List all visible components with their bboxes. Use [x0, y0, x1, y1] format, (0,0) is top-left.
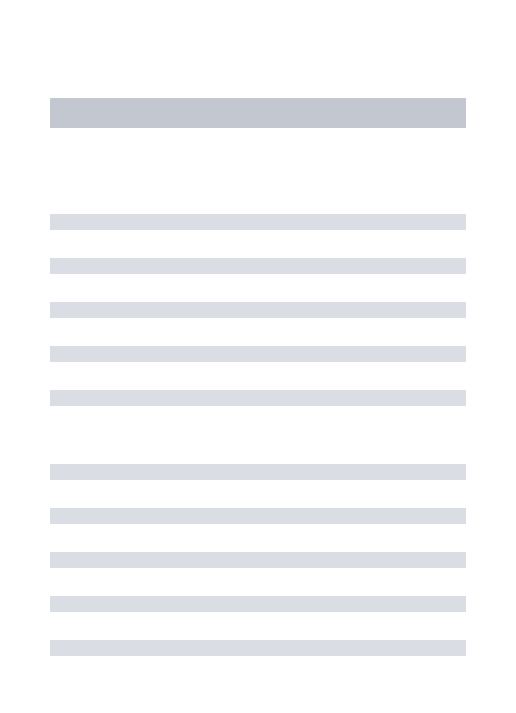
skeleton-block-gap: [50, 434, 466, 464]
skeleton-line: [50, 258, 466, 274]
skeleton-line: [50, 596, 466, 612]
skeleton-loader: [0, 0, 516, 656]
skeleton-block-1: [50, 214, 466, 406]
skeleton-line: [50, 464, 466, 480]
skeleton-line: [50, 508, 466, 524]
skeleton-line: [50, 346, 466, 362]
skeleton-line: [50, 552, 466, 568]
skeleton-title-bar: [50, 98, 466, 128]
skeleton-line: [50, 302, 466, 318]
skeleton-line: [50, 214, 466, 230]
skeleton-block-2: [50, 464, 466, 656]
skeleton-line: [50, 390, 466, 406]
skeleton-line: [50, 640, 466, 656]
